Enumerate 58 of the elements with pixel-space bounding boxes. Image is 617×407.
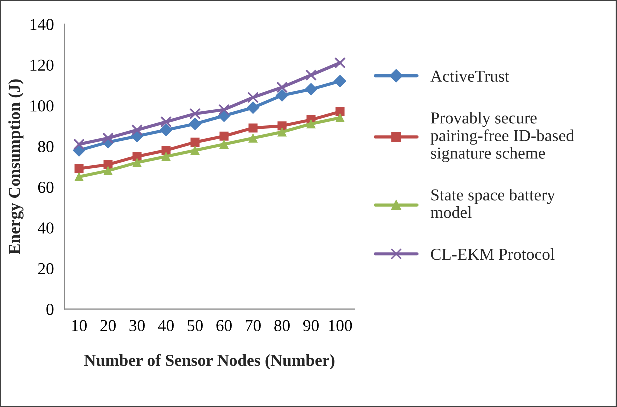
point: [74, 164, 84, 174]
point: [276, 89, 289, 102]
point: [220, 132, 229, 141]
y-tick-label: 0: [46, 304, 54, 316]
x-tick-label: 50: [188, 320, 203, 332]
point: [132, 152, 142, 162]
point: [336, 114, 345, 123]
y-tick-label: 120: [30, 60, 54, 72]
point: [278, 128, 287, 137]
x-tick-label: 40: [158, 320, 174, 332]
point: [132, 124, 143, 136]
point: [190, 138, 200, 147]
point: [248, 134, 258, 143]
point: [160, 124, 173, 136]
point: [306, 120, 316, 129]
x-tick-label: 20: [100, 320, 116, 332]
point: [248, 124, 258, 133]
x-tick-label: 10: [72, 320, 87, 332]
x-tick-label: 70: [246, 320, 261, 332]
point: [102, 132, 114, 144]
point: [276, 82, 288, 94]
point: [74, 138, 85, 150]
point: [336, 107, 345, 116]
point: [247, 102, 260, 114]
x-axis-title: Number of Sensor Nodes (Number): [84, 354, 335, 370]
y-tick-label: 100: [30, 100, 54, 112]
y-tick-label: 80: [38, 141, 54, 152]
y-tick-label: 40: [38, 222, 54, 234]
y-axis-title: Energy Consumption (J): [8, 80, 24, 255]
point: [220, 140, 229, 149]
point: [162, 152, 171, 162]
point: [189, 118, 202, 130]
point: [190, 146, 200, 156]
point: [334, 57, 346, 69]
x-tick-label: 100: [329, 320, 352, 332]
legend-label: CL-EKM Protocol: [431, 248, 555, 260]
legend-label: ActiveTrust: [430, 70, 510, 82]
y-tick-label: 60: [38, 182, 54, 194]
point: [278, 122, 287, 131]
legend-label: State space battery model: [430, 189, 556, 218]
point: [334, 75, 347, 88]
point: [160, 116, 172, 128]
legend-label: Provably secure pairing-free ID-based signature scheme: [430, 112, 574, 162]
point: [162, 146, 171, 156]
point: [104, 166, 113, 176]
x-tick-label: 60: [216, 320, 232, 332]
point: [132, 158, 142, 168]
point: [218, 104, 230, 116]
point: [248, 92, 259, 104]
x-tick-label: 30: [130, 320, 145, 332]
point: [190, 108, 201, 120]
x-tick-label: 90: [303, 320, 319, 332]
y-tick-label: 140: [30, 19, 54, 30]
x-tick-label: 80: [274, 320, 290, 332]
y-tick-label: 20: [38, 263, 54, 275]
point: [306, 70, 317, 81]
point: [305, 83, 318, 96]
point: [74, 172, 84, 182]
